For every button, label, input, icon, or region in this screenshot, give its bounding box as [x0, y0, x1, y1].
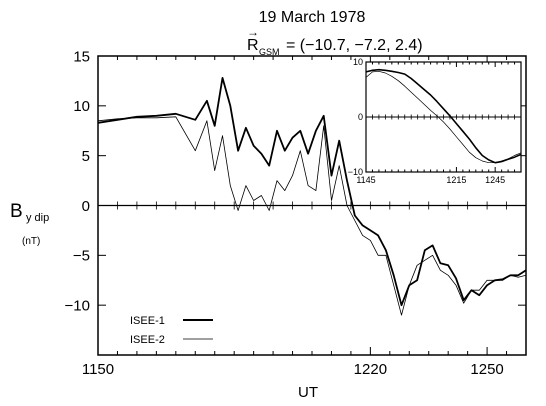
- inset-y-tick-label: 0: [358, 112, 363, 122]
- x-axis-label: UT: [298, 384, 318, 401]
- inset-y-tick-label: −10: [348, 167, 363, 177]
- main-y-tick-label: −5: [73, 248, 90, 265]
- inset-x-tick-label: 1145: [356, 175, 375, 185]
- subtitle-value: = (−10.7, −7.2, 2.4): [286, 37, 423, 54]
- main-plot-lines: [97, 77, 527, 316]
- inset-y-tick-label: 10: [353, 57, 363, 67]
- main-plot-tick-labels: 1150 1220 1250 −10 −5 0 5 10 15: [65, 48, 504, 378]
- inset-x-tick-label: 1215: [446, 175, 466, 185]
- inset-x-tick-label: 1245: [485, 175, 505, 185]
- main-series-isee-1: [97, 77, 527, 307]
- chart-title: 19 March 1978: [259, 9, 366, 26]
- inset-plot-lines: [365, 68, 522, 164]
- legend-label-isee-1: ISEE-1: [130, 315, 165, 327]
- legend-label-isee-2: ISEE-2: [130, 334, 165, 346]
- inset-plot-tick-labels: 1145 1215 1245 −10 0 10: [348, 57, 505, 185]
- legend-item-isee-2: ISEE-2: [130, 334, 213, 346]
- main-y-tick-label: 15: [73, 48, 90, 65]
- main-series-isee-2: [97, 116, 527, 316]
- subtitle-vector-arrow: →: [247, 25, 259, 39]
- main-plot: 1150 1220 1250 −10 −5 0 5 10 15: [65, 48, 527, 378]
- subtitle-symbol: R: [247, 37, 259, 54]
- legend: ISEE-1 ISEE-2: [130, 315, 213, 346]
- subtitle-subscript: GSM: [259, 47, 280, 57]
- inset-plot-frame: [365, 61, 522, 173]
- main-x-tick-label: 1150: [82, 361, 114, 378]
- main-y-tick-label: 10: [73, 98, 90, 115]
- chart-subtitle: → R GSM = (−10.7, −7.2, 2.4): [247, 25, 423, 57]
- y-axis-label-main: B: [10, 201, 23, 222]
- inset-plot: 1145 1215 1245 −10 0 10: [348, 57, 522, 185]
- main-y-tick-label: 5: [82, 148, 90, 165]
- main-x-tick-label: 1220: [354, 361, 387, 378]
- y-axis-label-sub: y dip: [26, 212, 49, 224]
- main-plot-frame: [97, 55, 527, 356]
- y-axis-label-unit: (nT): [22, 236, 40, 247]
- main-x-tick-label: 1250: [470, 361, 503, 378]
- inset-series-line-2: [365, 70, 522, 164]
- y-axis-label: B y dip (nT): [10, 201, 49, 247]
- main-y-tick-label: 0: [82, 198, 90, 215]
- legend-item-isee-1: ISEE-1: [130, 315, 213, 327]
- main-y-tick-label: −10: [65, 297, 90, 314]
